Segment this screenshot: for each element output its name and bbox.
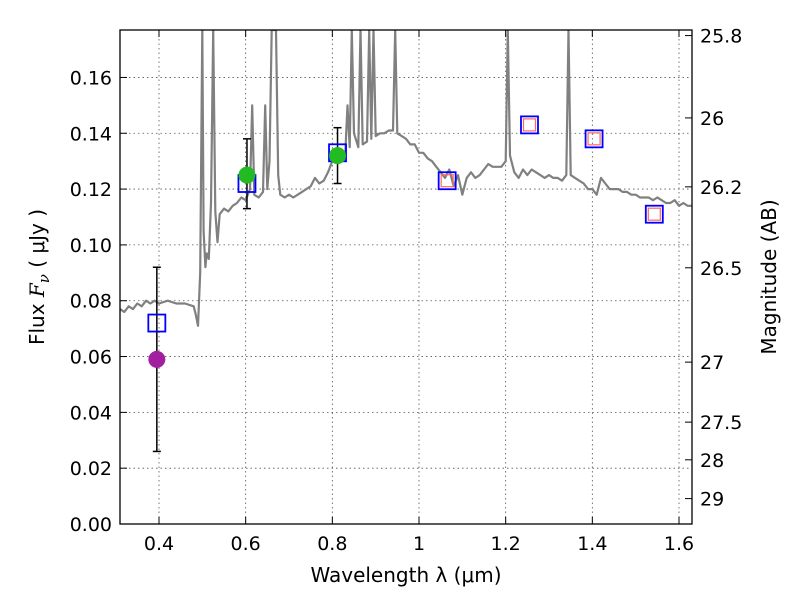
x-tick-label: 0.8 <box>317 533 347 555</box>
model-flux-markers <box>147 115 664 333</box>
model-flux-inner-square <box>522 118 537 132</box>
y-tick-label: 0.04 <box>70 402 112 424</box>
x-axis-ticks: 0.4 0.6 0.8 1 1.2 1.4 1.6 <box>144 30 694 555</box>
y-tick-label: 0.08 <box>70 291 112 313</box>
magnitude-tick-label: 25.8 <box>700 26 742 48</box>
model-flux-square <box>644 204 664 224</box>
model-flux-inner-square <box>440 174 454 188</box>
y-axis-label-prefix: Flux <box>25 297 49 345</box>
magnitude-tick-label: 26.5 <box>700 258 742 280</box>
magnitude-tick-label: 29 <box>700 489 724 511</box>
right-axis-label: Magnitude (AB) <box>757 199 781 354</box>
grid <box>120 30 692 525</box>
y-tick-label: 0.12 <box>70 179 112 201</box>
x-tick-label: 0.6 <box>231 533 261 555</box>
observed-flux-point <box>148 350 166 368</box>
sed-spectrum-line <box>120 30 692 327</box>
plot-area <box>120 30 692 453</box>
magnitude-axis-ticks: 25.8 26 26.2 26.5 27 27.5 28 29 <box>685 26 742 511</box>
observed-flux-markers <box>148 147 347 368</box>
x-tick-label: 1.2 <box>491 533 521 555</box>
model-flux-square <box>584 129 604 149</box>
magnitude-tick-label: 26 <box>700 108 724 130</box>
model-flux-inner-square <box>587 132 601 146</box>
y-tick-label: 0.02 <box>70 458 112 480</box>
y-tick-label: 0.10 <box>70 235 112 257</box>
y-tick-label: 0.14 <box>70 123 112 145</box>
model-flux-square <box>147 313 167 333</box>
y-axis-ticks: 0.00 0.02 0.04 0.06 0.08 0.10 0.12 0.14 0.16 <box>70 67 127 536</box>
y-tick-label: 0.00 <box>70 514 112 536</box>
observed-flux-point <box>329 147 347 165</box>
y-axis-label: Flux Fν ( μJy ) <box>25 209 53 345</box>
model-flux-inner-square <box>647 207 661 221</box>
x-axis-label: Wavelength λ (μm) <box>310 563 501 587</box>
y-tick-label: 0.06 <box>70 347 112 369</box>
y-axis-label-unit: ( μJy ) <box>25 209 49 274</box>
y-tick-label: 0.16 <box>70 67 112 89</box>
magnitude-tick-label: 26.2 <box>700 177 742 199</box>
y-axis-label-subscript: ν <box>35 274 53 283</box>
x-tick-label: 1.6 <box>664 533 694 555</box>
magnitude-tick-label: 28 <box>700 450 724 472</box>
x-tick-label: 1.4 <box>577 533 607 555</box>
model-flux-square <box>437 171 457 191</box>
x-tick-label: 1 <box>413 533 425 555</box>
x-tick-label: 0.4 <box>144 533 174 555</box>
plot-frame <box>119 29 693 525</box>
magnitude-tick-label: 27.5 <box>700 412 742 434</box>
y-axis-label-symbol: F <box>25 282 49 298</box>
model-flux-square <box>520 115 539 135</box>
observed-flux-point <box>238 166 256 184</box>
magnitude-tick-label: 27 <box>700 352 724 374</box>
